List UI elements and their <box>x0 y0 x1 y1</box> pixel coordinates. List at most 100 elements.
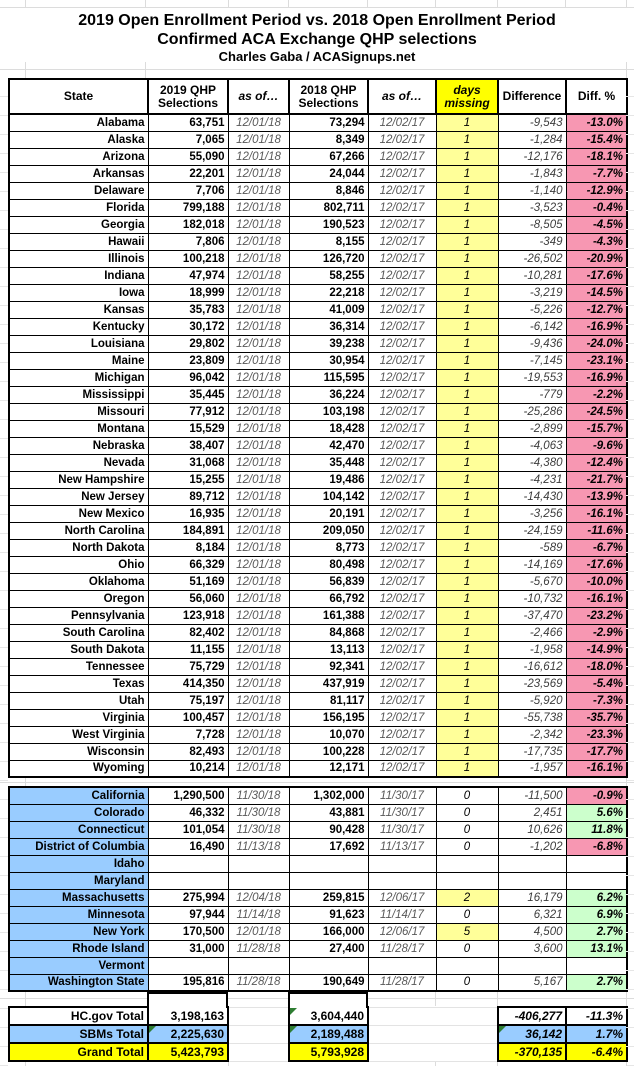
as-of-2019-date: 12/01/18 <box>227 589 290 608</box>
days-missing-value: 1 <box>435 351 499 370</box>
days-missing-value: 1 <box>435 691 499 710</box>
as-of-2019-date: 12/01/18 <box>227 164 290 183</box>
difference-value: -4,380 <box>497 453 567 472</box>
state-row: Texas 414,350 12/01/18 437,919 12/02/17 1 -23,… <box>8 674 628 693</box>
days-missing-value <box>435 871 499 890</box>
state-row: Vermont <box>8 956 628 975</box>
state-row: South Dakota 11,155 12/01/18 13,113 12/02/17… <box>8 640 628 659</box>
title-block: 2019 Open Enrollment Period vs. 2018 Ope… <box>0 8 634 64</box>
qhp-2019-value: 63,751 <box>147 113 229 132</box>
as-of-2018-date: 12/02/17 <box>367 453 437 472</box>
gridline-gap-strip-2 <box>0 778 634 786</box>
diff-percent-value: -16.1% <box>565 589 628 608</box>
difference-value: -4,063 <box>497 436 567 455</box>
diff-percent-value: -21.7% <box>565 470 628 489</box>
as-of-2018-date: 11/28/17 <box>367 939 437 958</box>
column-header-2019-qhp: 2019 QHP Selections <box>147 78 229 115</box>
difference-value: -10,732 <box>497 589 567 608</box>
state-name-cell: Pennsylvania <box>8 606 149 625</box>
days-missing-value: 1 <box>435 266 499 285</box>
as-of-2019-date: 11/28/18 <box>227 939 290 958</box>
qhp-2018-value: 58,255 <box>288 266 369 285</box>
state-row: Pennsylvania 123,918 12/01/18 161,388 12/02/… <box>8 606 628 625</box>
diff-percent-value: -13.0% <box>565 113 628 132</box>
state-row: District of Columbia 16,490 11/13/18 17,692… <box>8 837 628 856</box>
state-row: West Virginia 7,728 12/01/18 10,070 12/02/17… <box>8 725 628 744</box>
diff-percent-value: -6.7% <box>565 538 628 557</box>
gridline-gap-cell <box>227 1042 290 1062</box>
difference-value: -23,569 <box>497 674 567 693</box>
difference-value: -14,169 <box>497 555 567 574</box>
qhp-2019-value: 414,350 <box>147 674 229 693</box>
qhp-2019-value: 51,169 <box>147 572 229 591</box>
state-name-cell: District of Columbia <box>8 837 149 856</box>
as-of-2018-date: 12/02/17 <box>367 283 437 302</box>
difference-value: -5,920 <box>497 691 567 710</box>
diff-percent-value <box>565 956 628 975</box>
diff-percent-value: -16.9% <box>565 368 628 387</box>
days-missing-value: 1 <box>435 181 499 200</box>
gridline-gap-cell <box>227 1024 290 1044</box>
total-row: HC.gov Total 3,198,163 3,604,440 -406,277 -1… <box>8 1006 628 1026</box>
days-missing-value: 1 <box>435 504 499 523</box>
state-row: Alaska 7,065 12/01/18 8,349 12/02/17 1 -1,284-… <box>8 130 628 149</box>
total-difference-value: 36,142 <box>497 1024 567 1044</box>
qhp-2018-value: 166,000 <box>288 922 369 941</box>
diff-percent-value: -17.7% <box>565 742 628 761</box>
diff-percent-value: -23.2% <box>565 606 628 625</box>
diff-percent-value: -23.3% <box>565 725 628 744</box>
qhp-2018-value: 12,171 <box>288 759 369 778</box>
difference-value: 6,321 <box>497 905 567 924</box>
qhp-2018-value: 42,470 <box>288 436 369 455</box>
state-row: Illinois 100,218 12/01/18 126,720 12/02/17 1-… <box>8 249 628 268</box>
sbm-states-table: California 1,290,500 11/30/18 1,302,000 11/3… <box>8 786 628 992</box>
diff-percent-value: -12.9% <box>565 181 628 200</box>
qhp-2018-value: 259,815 <box>288 888 369 907</box>
difference-value: -26,502 <box>497 249 567 268</box>
days-missing-value: 0 <box>435 905 499 924</box>
qhp-2018-value: 92,341 <box>288 657 369 676</box>
difference-value: -3,256 <box>497 504 567 523</box>
state-name-cell: Washington State <box>8 973 149 992</box>
difference-value: -55,738 <box>497 708 567 727</box>
difference-value <box>497 871 567 890</box>
difference-value: -9,436 <box>497 334 567 353</box>
state-name-cell: Vermont <box>8 956 149 975</box>
days-missing-value: 1 <box>435 725 499 744</box>
diff-percent-value: -5.4% <box>565 674 628 693</box>
days-missing-value: 1 <box>435 113 499 132</box>
qhp-2018-value: 56,839 <box>288 572 369 591</box>
difference-value: -8,505 <box>497 215 567 234</box>
diff-percent-value: -6.8% <box>565 837 628 856</box>
qhp-2019-value: 18,999 <box>147 283 229 302</box>
days-missing-value <box>435 854 499 873</box>
state-name-cell: Rhode Island <box>8 939 149 958</box>
qhp-2018-value: 8,773 <box>288 538 369 557</box>
as-of-2019-date: 12/01/18 <box>227 922 290 941</box>
top-gridline-strip <box>0 0 634 8</box>
as-of-2019-date: 12/01/18 <box>227 606 290 625</box>
qhp-2019-value: 35,445 <box>147 385 229 404</box>
qhp-2019-value: 38,407 <box>147 436 229 455</box>
diff-percent-value: -17.6% <box>565 266 628 285</box>
qhp-2019-value: 7,728 <box>147 725 229 744</box>
as-of-2019-date: 11/28/18 <box>227 973 290 992</box>
state-row: North Carolina 184,891 12/01/18 209,050 12/0… <box>8 521 628 540</box>
state-row: Georgia 182,018 12/01/18 190,523 12/02/17 1 -8… <box>8 215 628 234</box>
qhp-2019-value: 96,042 <box>147 368 229 387</box>
state-name-cell: Tennessee <box>8 657 149 676</box>
state-row: Washington State 195,816 11/28/18 190,649 11… <box>8 973 628 992</box>
qhp-2018-value: 18,428 <box>288 419 369 438</box>
diff-percent-value: -35.7% <box>565 708 628 727</box>
diff-percent-value: -15.4% <box>565 130 628 149</box>
total-diff-percent-value: -11.3% <box>565 1006 628 1026</box>
as-of-2019-date: 12/01/18 <box>227 725 290 744</box>
column-header-difference: Difference <box>497 78 567 115</box>
qhp-2018-value: 24,044 <box>288 164 369 183</box>
state-row: Kentucky 30,172 12/01/18 36,314 12/02/17 1 -6,… <box>8 317 628 336</box>
state-name-cell: Delaware <box>8 181 149 200</box>
days-missing-value: 1 <box>435 453 499 472</box>
spreadsheet-margin-gridlines-right <box>626 78 634 1066</box>
state-name-cell: North Dakota <box>8 538 149 557</box>
diff-percent-value: -4.5% <box>565 215 628 234</box>
